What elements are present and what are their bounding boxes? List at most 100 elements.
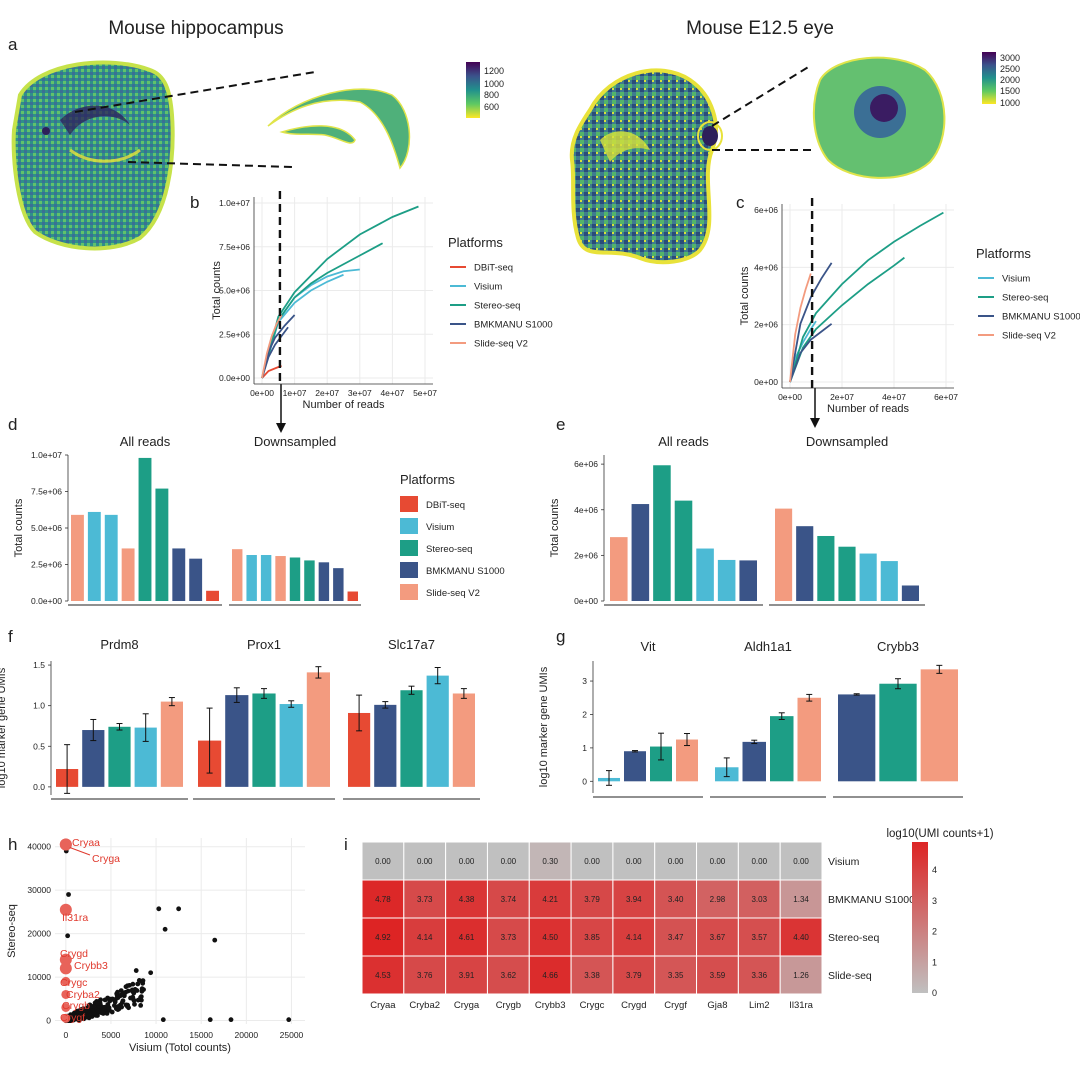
heatmap-cell-value: 3.67 — [710, 933, 726, 942]
highlight-label: Crygb — [62, 1000, 90, 1012]
heatmap-cell — [779, 917, 823, 957]
scatter-point — [207, 1017, 213, 1023]
bar — [279, 704, 303, 787]
y-tick-label: 0 — [582, 776, 587, 786]
scatter-point — [148, 970, 154, 976]
highlight-point — [61, 976, 71, 986]
scatter-point — [90, 1004, 96, 1009]
scatter-point — [129, 988, 135, 994]
highlight-point — [61, 989, 71, 999]
heatmap-cell — [486, 841, 530, 881]
heatmap-cell-value: 3.73 — [501, 933, 517, 942]
legend-swatch — [400, 518, 418, 534]
x-axis-label: Visium (Totol counts) — [129, 1042, 231, 1054]
heatmap-cell-value: 4.61 — [459, 933, 475, 942]
y-axis-label: Total counts — [549, 498, 561, 557]
y-tick-label: 2e+06 — [574, 550, 598, 560]
scatter-point — [78, 1010, 84, 1015]
bar — [838, 694, 876, 782]
x-axis-label: Number of reads — [303, 399, 385, 411]
y-tick-label: 3 — [582, 676, 587, 686]
bar — [838, 546, 856, 601]
y-tick-label: 1.0e+07 — [31, 450, 62, 460]
x-tick-label: 0e+00 — [778, 392, 802, 402]
heatmap-cell-value: 0.30 — [542, 857, 558, 866]
colorbar-tick: 1000 — [1000, 98, 1020, 108]
x-tick-label: 20000 — [235, 1030, 259, 1040]
heatmap-cell — [654, 955, 698, 995]
heatmap-cell-value: 3.59 — [710, 971, 726, 980]
legend-title: Platforms — [448, 235, 503, 250]
zoom-line-1 — [74, 71, 316, 113]
bar — [859, 553, 877, 601]
x-tick-label: 0e+00 — [250, 388, 274, 398]
series-line — [789, 211, 944, 383]
heatmap-scale-tick: 0 — [932, 988, 937, 998]
heatmap-cell — [486, 955, 530, 995]
bar — [87, 511, 101, 601]
legend-label: Visium — [426, 522, 454, 533]
heatmap-cell — [696, 955, 739, 995]
heatmap-cell-value: 0.00 — [626, 857, 642, 866]
heatmap-cell — [445, 917, 488, 957]
scatter-point — [66, 892, 71, 897]
series-line — [261, 205, 419, 379]
bar — [742, 741, 766, 782]
colorbar-eye: 3000 2500 2000 1500 1000 — [982, 52, 1020, 108]
bar — [189, 558, 203, 601]
legend-label: DBiT-seq — [426, 500, 465, 511]
heatmap-cell-value: 3.57 — [751, 933, 767, 942]
facet-title: Crybb3 — [877, 639, 919, 654]
heatmap-legend-title: log10(UMI counts+1) — [886, 828, 993, 840]
x-tick-label: 5000 — [101, 1030, 120, 1040]
heatmap-cell-value: 1.34 — [793, 895, 809, 904]
bar — [348, 712, 371, 787]
bar — [797, 697, 821, 782]
legend-title: Platforms — [400, 472, 455, 487]
panel-letter-a: a — [8, 35, 18, 54]
arrow-b-to-d — [276, 384, 286, 433]
heatmap-column-label: Crybb3 — [535, 1000, 566, 1011]
facet-title: All reads — [120, 434, 171, 449]
y-tick-label: 6e+06 — [754, 205, 778, 215]
scatter-point — [109, 996, 115, 1002]
y-tick-label: 0e+00 — [754, 377, 778, 387]
x-tick-label: 6e+07 — [934, 392, 958, 402]
scatter-point — [160, 1017, 166, 1023]
heatmap-column-label: Cryaa — [370, 1000, 396, 1011]
heatmap-cell — [361, 879, 405, 919]
section-title-eye: Mouse E12.5 eye — [686, 18, 834, 39]
panel-letter-e: e — [556, 415, 565, 434]
x-tick-label: 3e+07 — [348, 388, 372, 398]
y-axis-label: Stereo-seq — [6, 904, 18, 958]
heatmap-cell-value: 4.66 — [542, 971, 558, 980]
heatmap-cell-value: 3.85 — [584, 933, 600, 942]
colorbar-tick: 600 — [484, 102, 499, 112]
heatmap-cell-value: 4.38 — [459, 895, 475, 904]
highlight-point — [59, 962, 72, 975]
facet-title: All reads — [658, 434, 709, 449]
bar — [252, 693, 276, 787]
scatter-point — [124, 1004, 130, 1009]
scatter-point — [156, 906, 162, 912]
y-tick-label: 20000 — [27, 929, 51, 939]
bar-chart-g: 0 1 2 3 log10 marker gene UMIs Vit Aldh1a1 Cryb… — [538, 639, 963, 798]
bar — [901, 585, 919, 601]
scatter-point — [162, 926, 168, 932]
bar — [275, 556, 286, 601]
bar — [696, 548, 714, 601]
bar — [374, 704, 397, 787]
bar-chart-f: 0.0 0.5 1.0 1.5 log10 marker gene UMIs Prdm8 P… — [0, 637, 480, 800]
bar — [304, 560, 315, 601]
y-axis-label: Total counts — [13, 498, 25, 557]
x-tick-label: 0 — [63, 1030, 68, 1040]
highlight-point — [59, 953, 72, 966]
heatmap-cell-value: 4.92 — [375, 933, 391, 942]
x-tick-label: 4e+07 — [882, 392, 906, 402]
series-line — [261, 326, 289, 379]
y-tick-label: 1.0 — [33, 701, 45, 711]
y-tick-label: 2.5e+06 — [31, 560, 62, 570]
y-axis-label: log10 marker gene UMIs — [538, 666, 550, 787]
colorbar-hippocampus: 1200 1000 800 600 — [466, 62, 504, 118]
highlight-label: Cryga — [92, 853, 120, 865]
